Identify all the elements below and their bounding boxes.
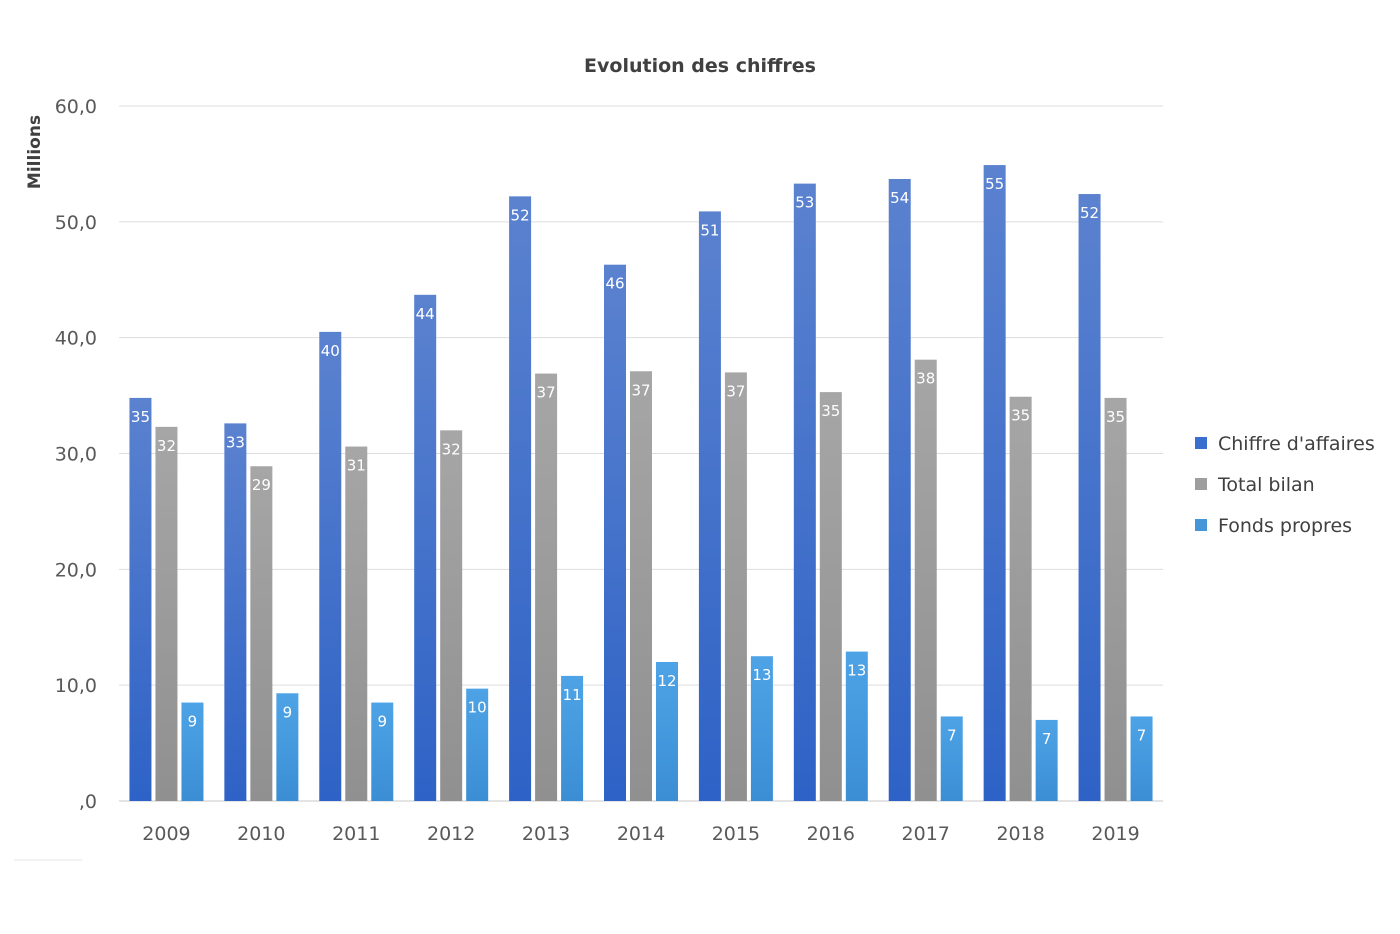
legend-swatch — [1195, 437, 1207, 449]
x-tick-label: 2018 — [996, 823, 1044, 845]
bar-1-2016 — [819, 392, 842, 801]
bar-0-2016 — [793, 183, 816, 801]
y-tick-label: 40,0 — [55, 328, 97, 350]
y-tick-label: 10,0 — [55, 675, 97, 697]
bar-0-2017 — [888, 178, 911, 802]
bar-1-2010 — [250, 466, 273, 801]
bar-1-2014 — [630, 371, 652, 801]
bar-2-2012 — [466, 688, 489, 801]
data-label: 13 — [847, 662, 866, 680]
bar-2-2018 — [1035, 719, 1058, 801]
y-tick-label: 30,0 — [55, 444, 97, 466]
data-labels: 35 32 9 33 29 9 40 31 9 44 32 10 52 37 11 46 37 12 51 37 13 5… — [131, 175, 1146, 748]
data-label: 35 — [1106, 408, 1125, 426]
y-tick-label: 20,0 — [55, 559, 97, 581]
bar-2-2015 — [750, 656, 773, 801]
data-label: 35 — [1011, 407, 1030, 425]
data-label: 55 — [985, 175, 1004, 193]
bar-1-2017 — [914, 359, 937, 801]
bar-1-2019 — [1104, 397, 1127, 801]
legend-swatch — [1195, 519, 1207, 531]
x-tick-label: 2015 — [712, 823, 760, 845]
bar-2-2013 — [561, 675, 584, 801]
data-label: 54 — [890, 189, 909, 207]
bar-0-2009 — [129, 397, 152, 801]
bar-0-2010 — [224, 423, 247, 801]
data-label: 33 — [226, 433, 245, 451]
data-label: 53 — [795, 194, 814, 212]
bar-2-2011 — [371, 702, 394, 801]
data-label: 9 — [188, 713, 198, 731]
data-label: 44 — [416, 305, 435, 323]
data-label: 9 — [377, 713, 387, 731]
bar-2-2019 — [1130, 716, 1153, 801]
data-label: 40 — [321, 342, 340, 360]
bar-0-2018 — [983, 165, 1006, 801]
bar-0-2019 — [1078, 194, 1101, 802]
legend-label: Chiffre d'affaires — [1218, 433, 1375, 455]
data-label: 37 — [537, 384, 556, 402]
data-label: 37 — [726, 382, 745, 400]
x-tick-label: 2010 — [237, 823, 285, 845]
bar-0-2015 — [698, 211, 721, 802]
legend-label: Total bilan — [1217, 474, 1315, 496]
bar-1-2015 — [724, 372, 747, 801]
bar-0-2012 — [414, 294, 437, 801]
bar-0-2013 — [509, 196, 532, 802]
bar-2-2009 — [181, 702, 204, 801]
data-label: 35 — [131, 408, 150, 426]
bar-2-2016 — [845, 651, 868, 801]
x-tick-label: 2009 — [142, 823, 190, 845]
x-tick-labels: 2009 2010 2011 2012 2013 2014 2015 2016 2017 2018… — [142, 823, 1139, 845]
y-tick-label: ,0 — [79, 791, 97, 813]
y-tick-labels: ,0 10,0 20,0 30,0 40,0 50,0 60,0 — [55, 96, 97, 813]
bar-1-2012 — [440, 430, 463, 801]
legend: Chiffre d'affaires Total bilan Fonds propr… — [1195, 433, 1375, 537]
bar-1-2013 — [535, 373, 558, 801]
x-tick-label: 2019 — [1091, 823, 1139, 845]
data-label: 9 — [283, 703, 293, 721]
y-tick-label: 60,0 — [55, 96, 97, 118]
y-tick-label: 50,0 — [55, 212, 97, 234]
data-label: 51 — [700, 221, 719, 239]
data-label: 52 — [1080, 204, 1099, 222]
data-label: 35 — [821, 402, 840, 420]
x-tick-label: 2013 — [522, 823, 570, 845]
data-label: 37 — [631, 381, 650, 399]
bar-0-2014 — [604, 264, 626, 802]
data-label: 52 — [511, 206, 530, 224]
chart-title: Evolution des chiffres — [584, 55, 816, 77]
legend-label: Fonds propres — [1218, 515, 1352, 537]
bar-1-2009 — [155, 426, 178, 801]
data-label: 46 — [605, 275, 624, 293]
legend-swatch — [1195, 478, 1207, 490]
x-tick-label: 2012 — [427, 823, 475, 845]
data-label: 38 — [916, 370, 935, 388]
data-label: 11 — [563, 686, 582, 704]
data-label: 12 — [657, 672, 676, 690]
bar-1-2011 — [345, 446, 368, 801]
bars — [129, 165, 1153, 802]
bar-0-2011 — [319, 331, 342, 801]
data-label: 10 — [468, 699, 487, 717]
data-label: 29 — [252, 476, 271, 494]
bar-1-2018 — [1009, 396, 1032, 801]
x-tick-label: 2014 — [617, 823, 665, 845]
bar-2-2010 — [276, 693, 299, 801]
data-label: 7 — [947, 726, 957, 744]
data-label: 32 — [442, 440, 461, 458]
y-axis-label: Millions — [25, 115, 45, 189]
data-label: 7 — [1042, 730, 1052, 748]
data-label: 7 — [1137, 726, 1147, 744]
data-label: 13 — [752, 666, 771, 684]
x-tick-label: 2017 — [902, 823, 950, 845]
bar-2-2017 — [940, 716, 963, 801]
data-label: 31 — [347, 457, 366, 475]
x-tick-label: 2011 — [332, 823, 380, 845]
x-tick-label: 2016 — [807, 823, 855, 845]
bar-2-2014 — [656, 662, 678, 801]
data-label: 32 — [157, 437, 176, 455]
